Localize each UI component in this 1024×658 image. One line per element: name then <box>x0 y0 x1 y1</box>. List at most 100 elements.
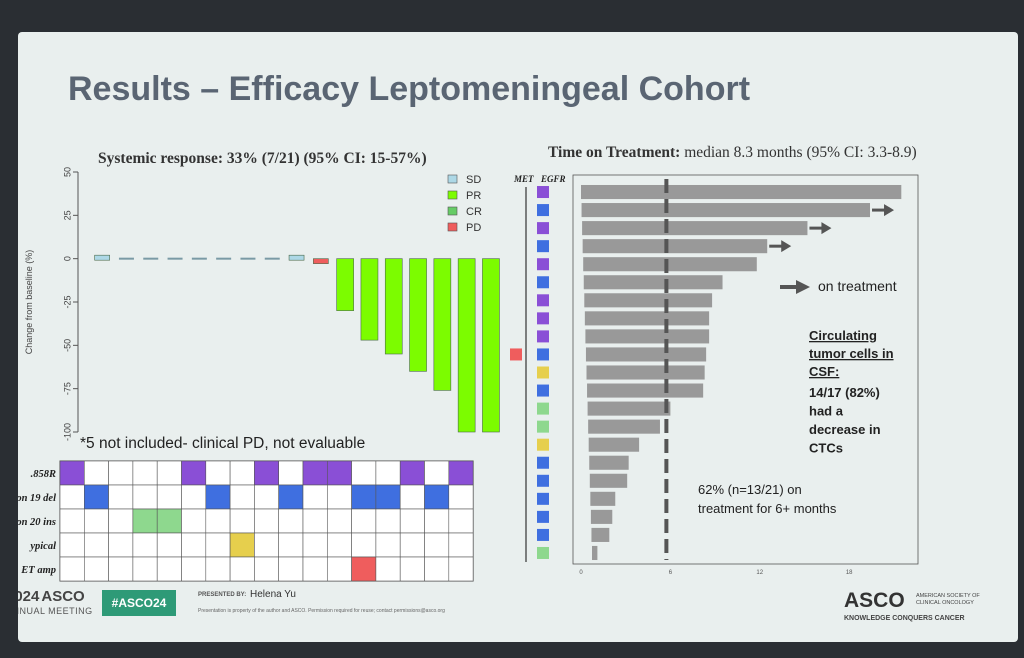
legend-label-sd: SD <box>466 174 481 186</box>
waterfall-bar-pr <box>433 258 452 391</box>
heatmap-cell <box>59 508 85 534</box>
presenter-name: Helena Yu <box>250 589 296 600</box>
chart-canvas: 50 25 0 -25 -50 -75 -100 Change from baseline (… <box>18 167 919 582</box>
heatmap-cell <box>205 508 231 534</box>
egfr-column-label: EGFR <box>540 174 566 184</box>
heatmap-cell <box>84 508 109 534</box>
egfr-status-square <box>537 546 549 559</box>
egfr-status-square <box>537 330 549 343</box>
legend-label-pd: PD <box>466 222 481 234</box>
meeting-year: 2024 <box>18 588 40 605</box>
ctc-heading-line: Circulating <box>809 328 877 343</box>
swimmer-bar <box>588 437 640 452</box>
egfr-status-square <box>537 222 549 235</box>
ctc-heading-line: tumor cells in <box>809 346 894 361</box>
swimmer-x-tick-label: 0 <box>579 570 583 576</box>
egfr-status-square <box>537 204 549 217</box>
swimmer-bar <box>584 293 713 308</box>
heatmap-cell <box>448 532 474 558</box>
hashtag-badge: #ASCO24 <box>102 590 176 616</box>
swimmer-x-tick-label: 12 <box>756 570 763 576</box>
heatmap-cell <box>205 460 231 486</box>
heatmap-cell <box>399 556 425 582</box>
heatmap-cell <box>59 460 85 486</box>
swimmer-plot-frame <box>572 174 919 565</box>
egfr-status-square <box>537 366 549 379</box>
heatmap-cell <box>399 484 425 510</box>
waterfall-title: Systemic response: 33% (7/21) (95% CI: 1… <box>98 150 427 167</box>
ctc-body-line: 14/17 (82%) <box>809 385 880 400</box>
egfr-status-square <box>537 474 549 487</box>
legend-swatch-pd <box>447 222 458 232</box>
ctc-body-line: decrease in <box>809 422 881 437</box>
heatmap-row-label: ypical <box>28 541 56 552</box>
swimmer-bar <box>584 311 710 326</box>
swimmer-bar <box>590 509 613 524</box>
heatmap-cell <box>229 484 255 510</box>
swimmer-bar <box>582 239 768 254</box>
org-brand: ASCO <box>844 589 905 612</box>
six-months-note-line: 62% (n=13/21) on <box>698 482 802 497</box>
heatmap-cell <box>132 556 158 582</box>
heatmap-cell <box>84 532 109 558</box>
meeting-year-brand: 2024ASCO <box>18 588 85 605</box>
heatmap-cell <box>448 484 474 510</box>
heatmap-cell <box>302 556 328 582</box>
heatmap-cell <box>205 484 231 510</box>
swimmer-bar <box>588 419 660 434</box>
heatmap-row-label: xon 19 del <box>18 493 56 504</box>
heatmap-cell <box>278 556 304 582</box>
heatmap-cell <box>399 508 425 534</box>
heatmap-cell <box>181 460 207 486</box>
egfr-status-square <box>537 384 549 397</box>
legend-label-cr: CR <box>466 206 482 218</box>
swimmer-bar <box>589 473 628 488</box>
heatmap-cell <box>59 556 85 582</box>
legend-label-pr: PR <box>466 190 481 202</box>
swimmer-x-tick-label: 6 <box>669 570 673 576</box>
waterfall-y-axis-label: Change from baseline (%) <box>24 250 34 355</box>
egfr-status-square <box>537 312 549 325</box>
heatmap-cell <box>108 508 134 534</box>
heatmap-cell <box>326 460 352 486</box>
heatmap-cell <box>399 532 425 558</box>
swimmer-bar <box>592 545 598 561</box>
heatmap-cell <box>229 556 255 582</box>
swimmer-bar <box>583 275 723 290</box>
swimmer-bar <box>582 221 808 236</box>
slide-title: Results – Efficacy Leptomeningeal Cohort <box>68 70 751 108</box>
on-treatment-arrow-head <box>821 222 832 235</box>
waterfall-y-tick-label: 25 <box>62 210 72 220</box>
waterfall-y-tick-label: 50 <box>62 167 72 177</box>
ctc-body-line: had a <box>809 404 844 419</box>
swimmer-x-tick-label: 18 <box>846 570 853 576</box>
waterfall-bar-pr <box>384 258 403 355</box>
swimmer-title: Time on Treatment: median 8.3 months (95… <box>548 144 917 162</box>
heatmap-cell <box>181 508 207 534</box>
heatmap-cell <box>132 508 158 534</box>
swimmer-bar <box>587 401 671 416</box>
heatmap-cell <box>424 556 450 582</box>
heatmap-cell <box>351 460 377 486</box>
waterfall-bar-pr <box>360 258 379 341</box>
egfr-status-square <box>537 348 549 361</box>
heatmap-cell <box>278 460 304 486</box>
egfr-status-square <box>537 438 549 451</box>
heatmap-cell <box>399 460 425 486</box>
egfr-status-square <box>537 510 549 523</box>
waterfall-footnote: *5 not included- clinical PD, not evalua… <box>80 435 365 452</box>
heatmap-cell <box>375 556 401 582</box>
on-treatment-arrow-head <box>781 240 792 253</box>
heatmap-row-label: ET amp <box>20 565 56 576</box>
heatmap-cell <box>254 532 279 558</box>
waterfall-bar-pd <box>313 258 329 264</box>
swimmer-bar <box>589 455 629 470</box>
six-months-note-line: treatment for 6+ months <box>698 501 837 516</box>
heatmap-cell <box>229 532 255 558</box>
heatmap-cell <box>108 532 134 558</box>
heatmap-cell <box>254 556 279 582</box>
heatmap-cell <box>229 508 255 534</box>
heatmap-cell <box>132 532 158 558</box>
org-tagline: KNOWLEDGE CONQUERS CANCER <box>844 615 965 622</box>
heatmap-cell <box>156 508 182 534</box>
